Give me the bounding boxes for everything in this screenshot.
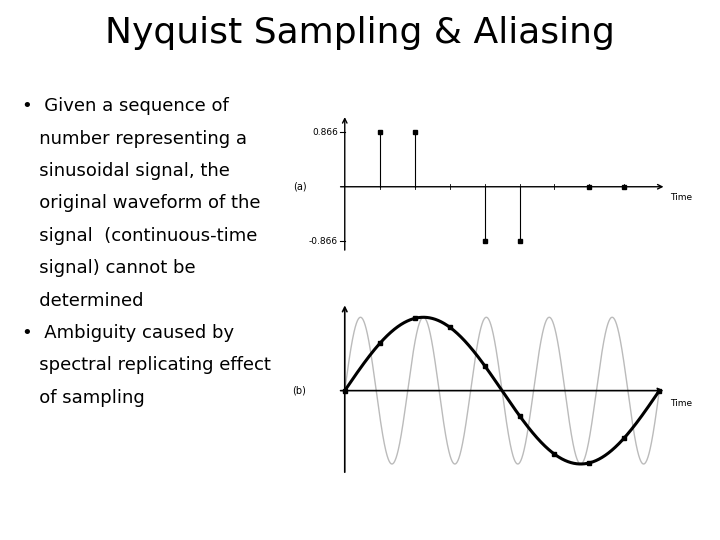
Text: determined: determined (22, 292, 143, 309)
Text: Time: Time (670, 193, 692, 202)
Text: •  Ambiguity caused by: • Ambiguity caused by (22, 324, 234, 342)
Text: (b): (b) (292, 386, 306, 396)
Text: 0.866: 0.866 (312, 127, 338, 137)
Text: number representing a: number representing a (22, 130, 246, 147)
Text: signal  (continuous-time: signal (continuous-time (22, 227, 257, 245)
Text: (a): (a) (293, 182, 306, 192)
Text: of sampling: of sampling (22, 389, 144, 407)
Text: Time: Time (670, 400, 692, 408)
Text: original waveform of the: original waveform of the (22, 194, 260, 212)
Text: sinusoidal signal, the: sinusoidal signal, the (22, 162, 230, 180)
Text: Nyquist Sampling & Aliasing: Nyquist Sampling & Aliasing (105, 16, 615, 50)
Text: -0.866: -0.866 (309, 237, 338, 246)
Text: •  Given a sequence of: • Given a sequence of (22, 97, 228, 115)
Text: spectral replicating effect: spectral replicating effect (22, 356, 271, 374)
Text: signal) cannot be: signal) cannot be (22, 259, 195, 277)
